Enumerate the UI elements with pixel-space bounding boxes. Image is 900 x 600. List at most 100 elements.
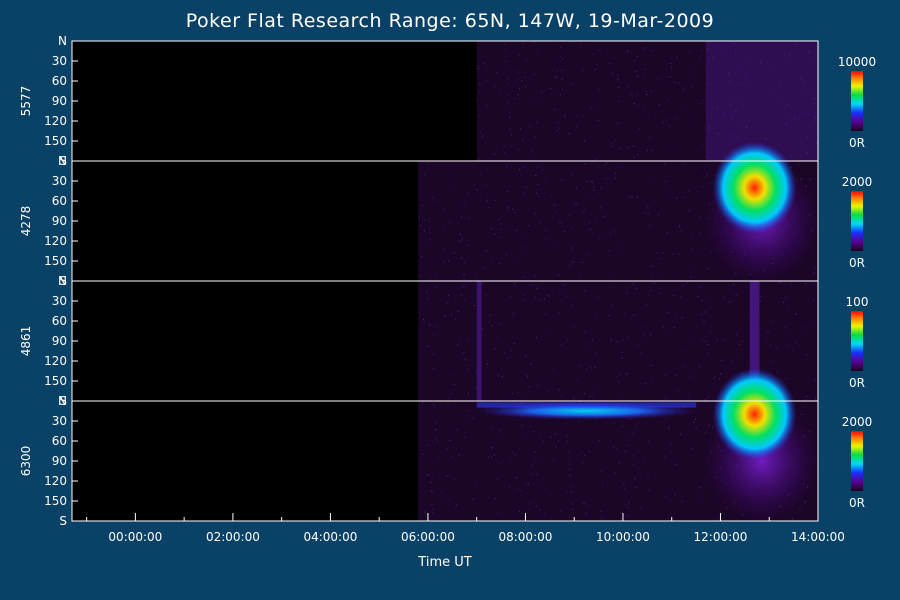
noise-pixel xyxy=(596,221,598,223)
noise-pixel xyxy=(527,508,529,510)
noise-pixel xyxy=(614,422,615,424)
noise-pixel xyxy=(588,222,590,224)
noise-pixel xyxy=(511,145,513,147)
noise-pixel xyxy=(712,57,714,58)
noise-pixel xyxy=(716,108,718,110)
noise-pixel xyxy=(717,158,719,160)
noise-pixel xyxy=(693,265,695,267)
noise-pixel xyxy=(674,81,676,83)
noise-pixel xyxy=(700,495,702,497)
noise-pixel xyxy=(584,209,585,211)
noise-pixel xyxy=(448,295,449,297)
noise-pixel xyxy=(615,172,617,174)
noise-pixel xyxy=(760,295,762,297)
colorbar-min-label: 0R xyxy=(849,496,865,510)
noise-pixel xyxy=(665,332,667,334)
noise-pixel xyxy=(496,479,498,481)
noise-pixel xyxy=(500,228,502,230)
noise-pixel xyxy=(513,258,515,260)
noise-pixel xyxy=(732,373,734,375)
noise-pixel xyxy=(612,141,613,143)
noise-pixel xyxy=(533,41,535,43)
noise-pixel xyxy=(598,89,600,91)
noise-pixel xyxy=(745,360,747,362)
noise-pixel xyxy=(732,134,734,136)
noise-pixel xyxy=(645,304,647,306)
noise-pixel xyxy=(513,312,515,314)
noise-pixel xyxy=(517,392,519,394)
noise-pixel xyxy=(434,199,436,201)
noise-pixel xyxy=(557,130,559,132)
noise-pixel xyxy=(537,196,539,197)
noise-pixel xyxy=(642,334,644,335)
noise-pixel xyxy=(678,254,680,255)
noise-pixel xyxy=(795,313,796,315)
noise-pixel xyxy=(443,261,445,263)
noise-pixel xyxy=(698,286,700,288)
noise-pixel xyxy=(571,503,573,505)
noise-pixel xyxy=(532,284,534,286)
noise-pixel xyxy=(561,58,563,60)
noise-pixel xyxy=(517,488,519,490)
noise-pixel xyxy=(450,393,452,395)
noise-pixel xyxy=(577,378,578,380)
noise-pixel xyxy=(432,512,434,514)
noise-pixel xyxy=(446,475,448,477)
noise-pixel xyxy=(440,491,442,493)
noise-pixel xyxy=(650,274,652,276)
noise-pixel xyxy=(498,263,500,265)
noise-pixel xyxy=(522,139,524,140)
noise-pixel xyxy=(573,260,575,262)
noise-pixel xyxy=(662,252,664,254)
noise-pixel xyxy=(506,254,507,256)
noise-pixel xyxy=(475,388,477,389)
noise-pixel xyxy=(422,322,424,324)
y-tick-label: N xyxy=(58,274,67,288)
noise-pixel xyxy=(515,286,517,288)
noise-pixel xyxy=(770,320,772,322)
noise-pixel xyxy=(574,257,575,259)
noise-pixel xyxy=(715,132,717,134)
noise-pixel xyxy=(427,444,429,446)
y-tick-label: N xyxy=(58,34,67,48)
y-tick-label: 90 xyxy=(52,454,67,468)
noise-pixel xyxy=(703,321,705,323)
noise-pixel xyxy=(485,250,487,252)
noise-pixel xyxy=(800,112,802,114)
noise-pixel xyxy=(814,117,816,119)
noise-pixel xyxy=(707,352,709,353)
noise-pixel xyxy=(637,154,638,156)
noise-pixel xyxy=(630,93,632,95)
noise-pixel xyxy=(580,365,582,367)
noise-pixel xyxy=(485,66,487,68)
noise-pixel xyxy=(525,86,526,88)
noise-pixel xyxy=(619,374,621,376)
noise-pixel xyxy=(708,127,710,129)
noise-pixel xyxy=(632,433,634,435)
noise-pixel xyxy=(703,125,705,127)
noise-pixel xyxy=(489,321,491,323)
noise-pixel xyxy=(570,486,572,488)
noise-pixel xyxy=(467,192,469,194)
noise-pixel xyxy=(766,341,768,343)
noise-pixel xyxy=(543,513,545,515)
noise-pixel xyxy=(658,214,660,216)
noise-pixel xyxy=(519,236,521,238)
noise-pixel xyxy=(604,164,606,166)
noise-pixel xyxy=(668,311,670,313)
noise-pixel xyxy=(446,448,448,450)
noise-pixel xyxy=(616,340,618,342)
noise-pixel xyxy=(705,340,707,342)
noise-pixel xyxy=(479,131,481,133)
noise-pixel xyxy=(512,314,514,316)
noise-pixel xyxy=(612,73,614,75)
noise-pixel xyxy=(704,399,706,401)
noise-pixel xyxy=(432,367,433,369)
noise-pixel xyxy=(808,51,810,52)
noise-pixel xyxy=(419,492,421,493)
noise-pixel xyxy=(527,84,529,86)
noise-pixel xyxy=(429,232,431,234)
noise-pixel xyxy=(453,189,455,191)
noise-pixel xyxy=(674,118,676,119)
noise-pixel xyxy=(705,479,707,481)
